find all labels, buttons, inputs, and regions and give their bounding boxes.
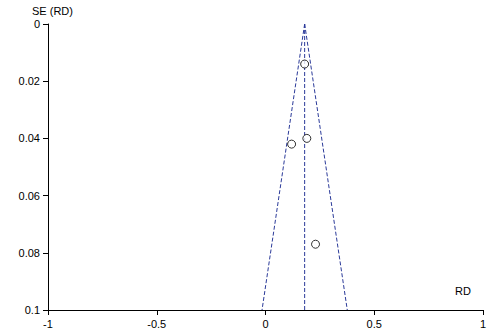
svg-text:-0.5: -0.5 [147, 318, 166, 330]
svg-text:0.04: 0.04 [19, 132, 40, 144]
svg-text:0: 0 [34, 18, 40, 30]
svg-text:SE (RD): SE (RD) [32, 5, 73, 17]
svg-text:0.06: 0.06 [19, 190, 40, 202]
svg-text:-1: -1 [43, 318, 53, 330]
svg-text:0.5: 0.5 [367, 318, 382, 330]
svg-text:0: 0 [262, 318, 268, 330]
svg-text:0.02: 0.02 [19, 75, 40, 87]
svg-text:1: 1 [480, 318, 486, 330]
svg-text:RD: RD [455, 285, 471, 297]
svg-text:0.08: 0.08 [19, 247, 40, 259]
svg-text:0.1: 0.1 [25, 304, 40, 316]
